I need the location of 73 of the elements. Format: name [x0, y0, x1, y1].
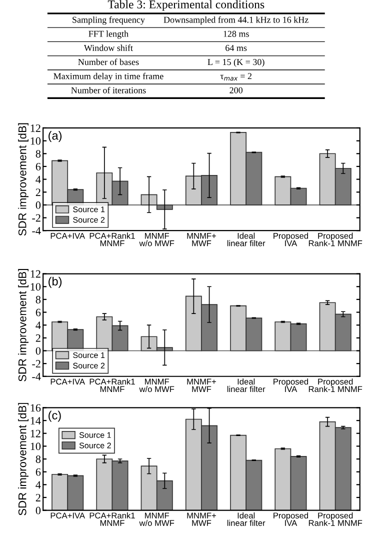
y-tick-label: 8 [36, 455, 41, 463]
legend-label: Source 1 [73, 352, 105, 358]
annotation: (a) [48, 131, 62, 142]
y-tick-label: 10 [30, 283, 41, 291]
y-tick-label: -4 [32, 372, 41, 380]
y-tick-label: -2 [32, 360, 40, 368]
x-tick-label: MNMF w/o MWF [139, 512, 174, 526]
y-tick-label: 14 [30, 417, 41, 424]
x-tick-label: PCA+Rank1 MNMF [90, 378, 135, 392]
x-tick-label: Ideal linear filter [227, 378, 266, 392]
x-tick-label: MNMF+ MWF [187, 232, 216, 246]
y-tick-label: 6 [36, 308, 41, 316]
x-tick-label: PCA+Rank1 MNMF [90, 232, 135, 246]
text: Sampling frequency [72, 16, 145, 25]
y-tick-label: 10 [30, 137, 41, 145]
x-tick-label: Proposed Rank-1 MNMF [308, 512, 362, 526]
x-tick-label: PCA+IVA [50, 378, 86, 385]
text: Number of iterations [71, 86, 146, 94]
y-tick-label: 8 [36, 150, 41, 158]
text: 200 [230, 87, 243, 94]
y-tick-label: 16 [30, 404, 41, 412]
y-tick-label: 4 [36, 322, 41, 329]
text: Downsampled from 44.1 kHz to 16 kHz [164, 16, 308, 25]
x-tick-label: PCA+Rank1 MNMF [90, 512, 135, 526]
legend-label: Source 2 [73, 362, 105, 368]
x-tick-label: Proposed IVA [274, 232, 308, 246]
annotation: (b) [48, 276, 62, 288]
text: 128 ms [224, 30, 249, 37]
text: τ$_{max}$ = 2 [220, 73, 252, 81]
y-tick-label: 4 [36, 176, 41, 184]
y-axis-title: SDR improvement [dB] [18, 402, 28, 516]
x-tick-label: Proposed IVA [274, 378, 308, 392]
y-tick-label: 2 [36, 188, 40, 196]
y-tick-label: 10 [30, 442, 41, 450]
text: L = 15 (K = 30) [208, 58, 264, 67]
legend-label: Source 1 [73, 206, 105, 212]
y-axis-title: SDR improvement [dB] [18, 123, 28, 236]
y-tick-label: 12 [30, 124, 40, 132]
text: Number of bases [78, 58, 139, 66]
legend-label: Source 1 [79, 432, 111, 438]
x-tick-label: MNMF+ MWF [187, 512, 216, 526]
x-tick-label: Proposed Rank-1 MNMF [308, 378, 362, 392]
y-tick-label: 2 [36, 494, 40, 502]
y-tick-label: -4 [32, 227, 41, 234]
y-tick-label: 4 [36, 481, 41, 489]
y-tick-label: 0 [36, 347, 41, 355]
y-tick-label: 6 [36, 162, 41, 170]
x-tick-label: PCA+IVA [50, 512, 86, 519]
x-tick-label: PCA+IVA [50, 232, 86, 239]
x-tick-label: Ideal linear filter [227, 512, 266, 526]
x-tick-label: MNMF w/o MWF [139, 232, 174, 246]
x-tick-label: Ideal linear filter [227, 232, 266, 246]
x-tick-label: MNMF+ MWF [187, 378, 216, 392]
text: Maximum delay in time frame [54, 72, 164, 82]
text: Table 3: Experimental conditions [108, 0, 264, 11]
annotation: (c) [48, 410, 61, 422]
y-tick-label: 8 [36, 296, 41, 304]
text: 64 ms [226, 44, 247, 51]
x-tick-label: Proposed Rank-1 MNMF [308, 232, 362, 246]
legend-label: Source 2 [73, 216, 105, 223]
y-axis-title: SDR improvement [dB] [18, 269, 28, 382]
y-tick-label: -2 [32, 214, 40, 222]
y-tick-label: 12 [30, 430, 40, 438]
x-tick-label: MNMF w/o MWF [139, 378, 174, 392]
text: FFT length [88, 30, 128, 39]
legend-label: Source 2 [79, 442, 111, 448]
y-tick-label: 6 [36, 468, 41, 476]
y-tick-label: 12 [30, 270, 40, 278]
text: Window shift [84, 44, 133, 52]
y-tick-label: 0 [36, 506, 41, 514]
y-tick-label: 0 [36, 201, 41, 209]
x-tick-label: Proposed IVA [274, 512, 308, 526]
y-tick-label: 2 [36, 334, 40, 342]
